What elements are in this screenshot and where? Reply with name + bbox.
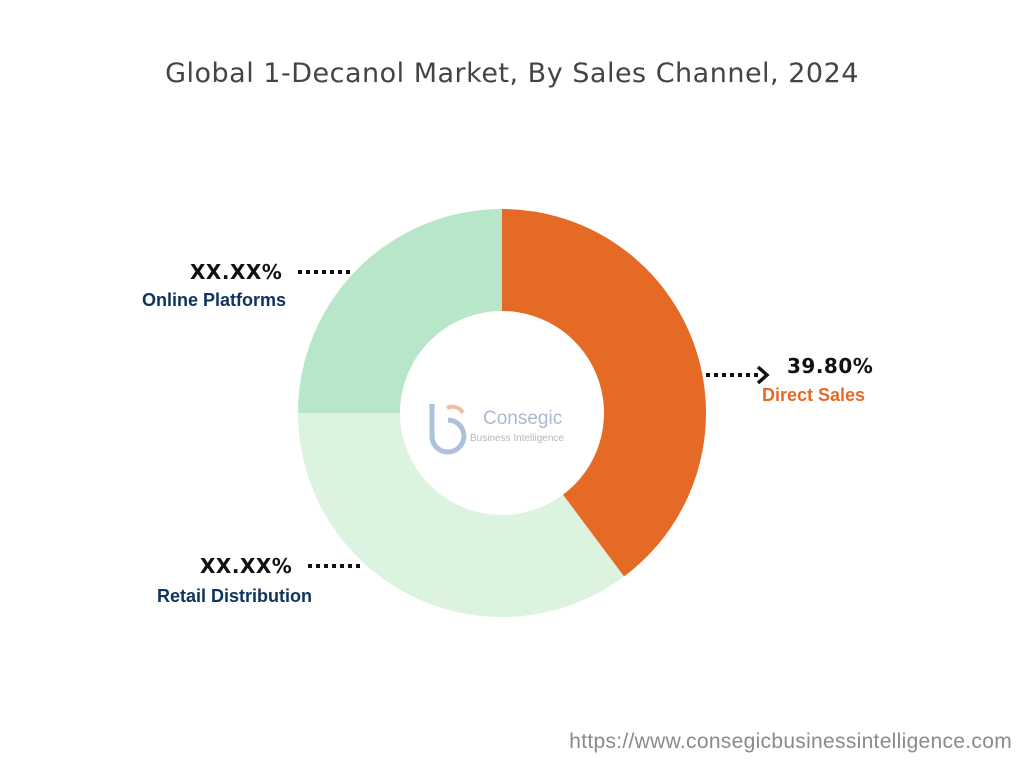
leader-arrow-direct-sales [756, 365, 770, 385]
value-label-online-platforms: XX.XX% [190, 260, 283, 284]
logo-arc-mark [446, 404, 465, 415]
donut-slices [298, 209, 706, 617]
chart-title: Global 1-Decanol Market, By Sales Channe… [165, 58, 859, 89]
source-url: https://www.consegicbusinessintelligence… [569, 730, 1012, 753]
leader-lines [298, 270, 770, 568]
slice-direct-sales [502, 209, 706, 577]
logo-tagline: Business Intelligence [470, 433, 564, 444]
value-label-direct-sales: 39.80% [787, 354, 874, 378]
logo-name: Consegic [483, 408, 562, 429]
slice-online-platforms [298, 209, 502, 413]
category-label-online-platforms: Online Platforms [142, 290, 287, 310]
category-label-retail-distribution: Retail Distribution [157, 586, 313, 606]
category-label-direct-sales: Direct Sales [762, 385, 866, 405]
logo-b-mark [429, 404, 467, 455]
logo-watermark: Consegic Business Intelligence [429, 404, 564, 455]
value-label-retail-distribution: XX.XX% [200, 554, 293, 578]
slice-retail-distribution [298, 413, 624, 617]
